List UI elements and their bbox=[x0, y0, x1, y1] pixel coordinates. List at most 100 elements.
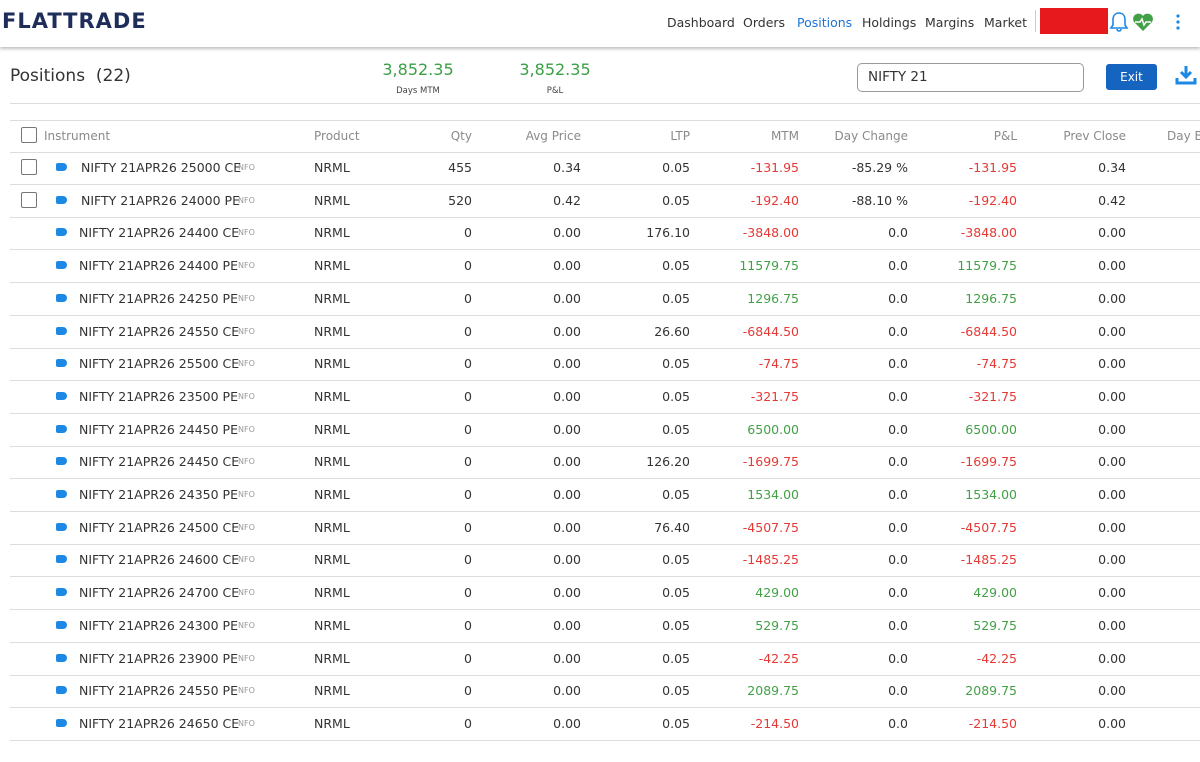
instrument-name[interactable]: NIFTY 21APR26 25500 CE bbox=[79, 356, 240, 372]
exchange-tag: NFO bbox=[238, 424, 255, 434]
instrument-name[interactable]: NIFTY 21APR26 24550 PE bbox=[79, 683, 238, 699]
checkbox[interactable] bbox=[21, 191, 37, 208]
stat-value: 3,852.35 bbox=[382, 60, 454, 79]
checkbox[interactable] bbox=[21, 159, 37, 175]
cell: 0.0 bbox=[888, 388, 908, 404]
instrument-name[interactable]: NIFTY 21APR26 24300 PE bbox=[79, 617, 238, 633]
cell: -4507.75 bbox=[960, 519, 1017, 535]
cell: 0 bbox=[464, 290, 472, 306]
health-icon[interactable] bbox=[1131, 11, 1155, 33]
cell: 0.00 bbox=[1098, 323, 1126, 339]
cell: -214.50 bbox=[750, 715, 799, 731]
cell: 0.05 bbox=[662, 487, 690, 502]
instrument-name[interactable]: NIFTY 21APR26 24500 CE bbox=[79, 519, 240, 535]
bell-icon[interactable] bbox=[1108, 10, 1130, 32]
nav-item[interactable]: Holdings bbox=[862, 15, 917, 30]
cell: -4507.75 bbox=[742, 519, 799, 535]
cell: 11579.75 bbox=[957, 258, 1017, 274]
cell: 0.00 bbox=[1098, 454, 1126, 470]
cell: 2089.75 bbox=[965, 683, 1017, 699]
cell: 0 bbox=[464, 715, 472, 731]
separator bbox=[10, 413, 1200, 414]
cell: NRML bbox=[314, 683, 350, 699]
cell: -1485.25 bbox=[742, 552, 799, 568]
cell: 0 bbox=[464, 585, 472, 601]
cell: -6844.50 bbox=[960, 323, 1017, 339]
instrument-name[interactable]: NIFTY 21APR26 24450 CE bbox=[79, 454, 240, 470]
instrument-name[interactable]: NIFTY 21APR26 23900 PE bbox=[79, 650, 238, 666]
search-box[interactable]: NIFTY 21 bbox=[857, 63, 1084, 92]
instrument-icon bbox=[56, 261, 67, 270]
cell: 429.00 bbox=[973, 585, 1017, 601]
cell: 0 bbox=[464, 617, 472, 633]
exchange-tag: NFO bbox=[238, 522, 255, 532]
cell: 0.00 bbox=[553, 225, 581, 241]
cell: 0.0 bbox=[888, 258, 908, 274]
column-header: P&L bbox=[993, 129, 1017, 143]
instrument-icon bbox=[56, 326, 67, 335]
nav-item[interactable]: Margins bbox=[925, 15, 975, 30]
instrument-icon bbox=[56, 293, 67, 302]
cell: 1296.75 bbox=[747, 290, 799, 306]
cell: NRML bbox=[314, 192, 350, 208]
separator bbox=[10, 642, 1200, 643]
cell: 0.05 bbox=[662, 650, 690, 666]
separator bbox=[10, 217, 1200, 218]
instrument-name[interactable]: NIFTY 21APR26 25000 CE bbox=[81, 160, 242, 175]
cell: 0.05 bbox=[662, 388, 690, 404]
cell: 0.42 bbox=[1098, 192, 1126, 208]
logo[interactable]: FLATTRADE bbox=[2, 9, 147, 33]
cell: 0 bbox=[464, 323, 472, 339]
cell: 0.00 bbox=[553, 585, 581, 601]
instrument-name[interactable]: NIFTY 21APR26 24550 CE bbox=[79, 323, 240, 339]
column-header: Qty bbox=[450, 129, 472, 143]
exchange-tag: NFO bbox=[238, 163, 255, 172]
cell: NRML bbox=[314, 323, 350, 339]
cell: -74.75 bbox=[758, 356, 799, 372]
instrument-name[interactable]: NIFTY 21APR26 24650 CE bbox=[79, 715, 240, 731]
exit-button[interactable]: Exit bbox=[1106, 64, 1157, 90]
cell: 0.0 bbox=[888, 683, 908, 699]
checkbox[interactable] bbox=[21, 127, 37, 143]
separator bbox=[10, 282, 1200, 283]
cell: NRML bbox=[314, 258, 350, 274]
instrument-name[interactable]: NIFTY 21APR26 24000 PE bbox=[81, 192, 240, 208]
instrument-name[interactable]: NIFTY 21APR26 24250 PE bbox=[79, 290, 238, 306]
separator bbox=[10, 740, 1200, 741]
cell: 0.0 bbox=[888, 552, 908, 568]
instrument-icon bbox=[56, 424, 67, 433]
column-header: LTP bbox=[670, 129, 690, 143]
nav-item[interactable]: Orders bbox=[743, 15, 786, 30]
nav-item[interactable]: Dashboard bbox=[667, 15, 735, 30]
cell: -3848.00 bbox=[960, 225, 1017, 241]
download-icon[interactable] bbox=[1175, 64, 1197, 86]
instrument-name[interactable]: NIFTY 21APR26 24700 CE bbox=[79, 585, 240, 601]
instrument-icon bbox=[56, 163, 67, 171]
cell: -42.25 bbox=[976, 650, 1017, 666]
cell: 0.05 bbox=[662, 617, 690, 633]
instrument-icon bbox=[56, 555, 67, 564]
instrument-name[interactable]: NIFTY 21APR26 24400 PE bbox=[79, 258, 238, 274]
separator bbox=[10, 184, 1200, 185]
title: Positions bbox=[10, 66, 86, 86]
separator bbox=[10, 315, 1200, 316]
instrument-name[interactable]: NIFTY 21APR26 24450 PE bbox=[79, 421, 238, 437]
instrument-name[interactable]: NIFTY 21APR26 23500 PE bbox=[79, 388, 238, 404]
instrument-name[interactable]: NIFTY 21APR26 24350 PE bbox=[79, 487, 238, 502]
nav-item[interactable]: Market bbox=[984, 15, 1027, 30]
exchange-tag: NFO bbox=[238, 653, 255, 663]
instrument-name[interactable]: NIFTY 21APR26 24400 CE bbox=[79, 225, 240, 241]
divider bbox=[1035, 10, 1036, 32]
separator bbox=[10, 609, 1200, 610]
menu-icon[interactable] bbox=[1172, 13, 1184, 31]
cell: -3848.00 bbox=[742, 225, 799, 241]
cell: 176.10 bbox=[646, 225, 690, 241]
cell: NRML bbox=[314, 650, 350, 666]
cell: 0.00 bbox=[553, 487, 581, 502]
nav-item[interactable]: Positions bbox=[797, 15, 853, 30]
cell: -1485.25 bbox=[960, 552, 1017, 568]
cell: -74.75 bbox=[976, 356, 1017, 372]
instrument-name[interactable]: NIFTY 21APR26 24600 CE bbox=[79, 552, 240, 568]
cell: 0.0 bbox=[888, 650, 908, 666]
cell: 0.0 bbox=[888, 421, 908, 437]
